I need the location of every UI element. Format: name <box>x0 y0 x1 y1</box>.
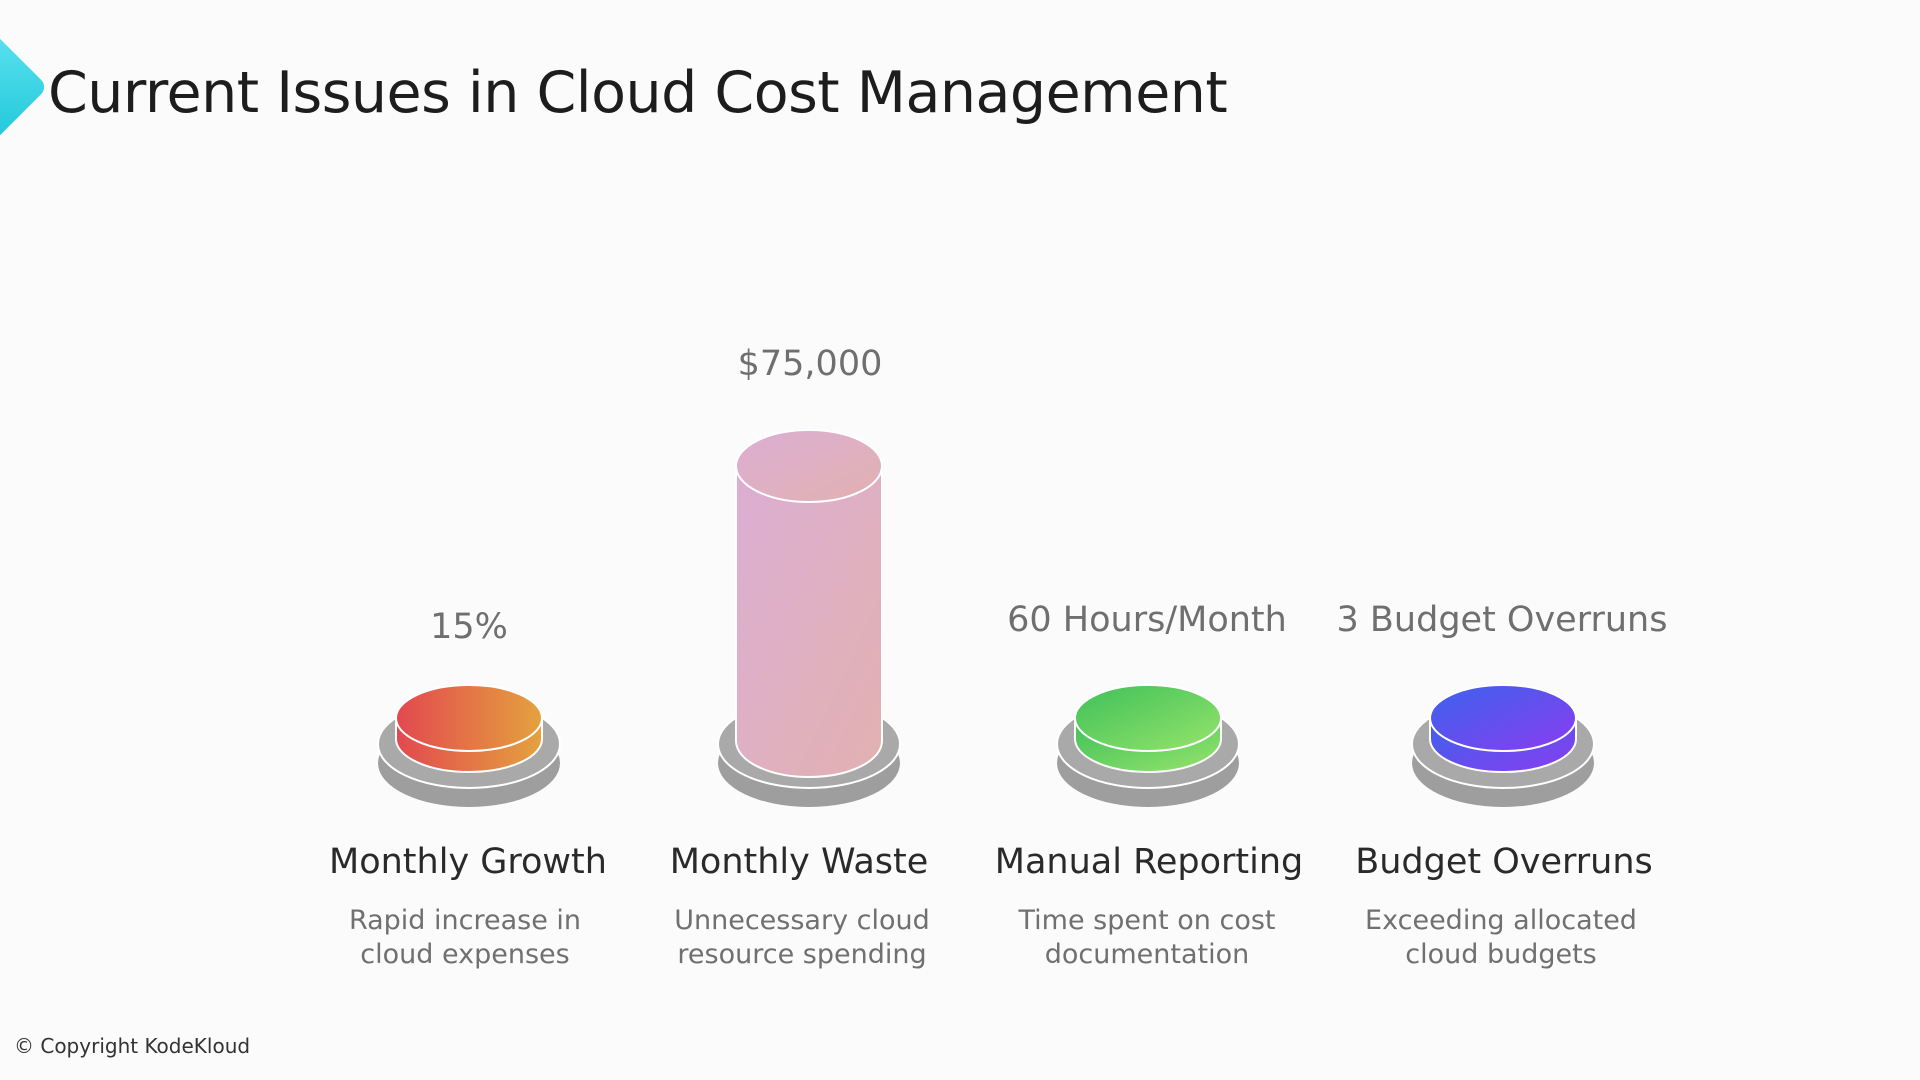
growth-title: Monthly Growth <box>329 842 607 882</box>
reporting-value: 60 Hours/Month <box>1007 600 1287 640</box>
reporting-title: Manual Reporting <box>994 842 1304 882</box>
overruns-title: Budget Overruns <box>1355 842 1653 882</box>
copyright-notice: © Copyright KodeKloud <box>14 1034 251 1058</box>
overruns-description-line-2: cloud budgets <box>1405 939 1597 970</box>
waste-title: Monthly Waste <box>669 842 929 882</box>
reporting-description-line-1: Time spent on cost <box>1018 905 1276 936</box>
overruns-value: 3 Budget Overruns <box>1336 600 1668 640</box>
overruns-cylinder <box>1411 684 1595 807</box>
growth-description-line-1: Rapid increase in <box>348 905 582 936</box>
growth-description: Rapid increase in cloud expenses <box>305 904 625 972</box>
growth-description-line-2: cloud expenses <box>360 939 570 970</box>
waste-description-line-2: resource spending <box>677 939 927 970</box>
reporting-cylinder <box>1056 684 1240 807</box>
reporting-description-line-2: documentation <box>1044 939 1250 970</box>
waste-value: $75,000 <box>737 344 883 384</box>
reporting-description: Time spent on cost documentation <box>987 904 1307 972</box>
waste-description: Unnecessary cloud resource spending <box>642 904 962 972</box>
overruns-description: Exceeding allocated cloud budgets <box>1341 904 1661 972</box>
growth-value: 15% <box>430 607 508 647</box>
waste-cylinder <box>717 429 901 807</box>
waste-description-line-1: Unnecessary cloud <box>674 905 930 936</box>
growth-cylinder <box>377 684 561 807</box>
overruns-description-line-1: Exceeding allocated <box>1365 905 1637 936</box>
page-title: Current Issues in Cloud Cost Management <box>48 60 1228 126</box>
